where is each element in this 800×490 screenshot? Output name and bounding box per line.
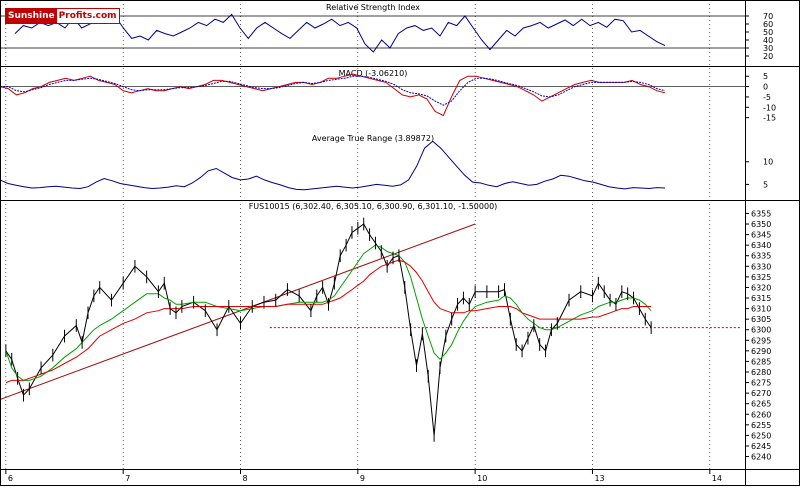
price-line xyxy=(5,223,652,436)
y-tick-label: 30 xyxy=(763,44,773,53)
x-tick-label-7: 7 xyxy=(125,474,130,483)
x-tick-label-6: 6 xyxy=(8,474,13,483)
y-tick-label: 6345 xyxy=(751,231,771,240)
logo-part-profits: Profits.com xyxy=(56,9,119,23)
y-tick-label: 60 xyxy=(763,20,773,29)
y-tick-label: 6300 xyxy=(751,326,771,335)
y-tick-label: 70 xyxy=(763,12,773,21)
trendline xyxy=(0,223,476,400)
y-tick-label: 5 xyxy=(763,180,768,189)
y-tick-label: 6290 xyxy=(751,347,771,356)
y-tick-label: 6340 xyxy=(751,241,771,250)
y-tick-label: 6245 xyxy=(751,442,771,451)
x-tick-label-10: 10 xyxy=(477,474,487,483)
x-tick-label-14: 14 xyxy=(712,474,722,483)
rsi-title: Relative Strength Index xyxy=(326,3,420,12)
y-tick-label: -5 xyxy=(763,93,771,102)
y-tick-label: 0 xyxy=(763,83,768,92)
y-tick-label: 6275 xyxy=(751,379,771,388)
y-tick-label: 20 xyxy=(763,52,773,61)
macd-panel: MACD (-3.06210) 5 0-5-10 -15 xyxy=(0,69,776,123)
x-tick-label-13: 13 xyxy=(594,474,604,483)
y-tick-label: 40 xyxy=(763,36,773,45)
y-tick-label: 6320 xyxy=(751,283,771,292)
y-tick-label: 50 xyxy=(763,28,773,37)
y-tick-label: 6240 xyxy=(751,453,771,462)
y-tick-label: 6305 xyxy=(751,315,771,324)
y-tick-label: 6355 xyxy=(751,209,771,218)
moving-average-slow xyxy=(5,259,652,384)
y-tick-label: 6285 xyxy=(751,357,771,366)
y-tick-label: 5 xyxy=(763,72,768,81)
y-tick-label: 6280 xyxy=(751,368,771,377)
macd-title: MACD (-3.06210) xyxy=(339,69,408,78)
y-tick-label: 6325 xyxy=(751,273,771,282)
moving-average-fast xyxy=(5,244,652,381)
y-tick-label: 6330 xyxy=(751,262,771,271)
y-tick-label: -15 xyxy=(763,114,776,123)
y-tick-label: 6260 xyxy=(751,410,771,419)
x-tick-label-9: 9 xyxy=(360,474,365,483)
y-tick-label: 6350 xyxy=(751,220,771,229)
y-tick-label: 6270 xyxy=(751,389,771,398)
y-tick-label: 10 xyxy=(763,158,773,167)
price-panel: FUS10015 (6,302.40, 6,305.10, 6,300.90, … xyxy=(0,202,771,462)
y-tick-label: -10 xyxy=(763,103,776,112)
x-tick-label-8: 8 xyxy=(243,474,248,483)
y-tick-label: 6250 xyxy=(751,431,771,440)
price-title: FUS10015 (6,302.40, 6,305.10, 6,300.90, … xyxy=(249,202,498,211)
sunshine-profits-logo: Sunshine Profits.com xyxy=(5,8,120,24)
y-tick-label: 6255 xyxy=(751,421,771,430)
signal-line xyxy=(0,75,666,106)
y-tick-label: 6335 xyxy=(751,252,771,261)
atr-title: Average True Range (3.89872) xyxy=(312,134,434,143)
y-tick-label: 6265 xyxy=(751,400,771,409)
y-tick-label: 6310 xyxy=(751,305,771,314)
logo-part-sunshine: Sunshine xyxy=(6,9,57,23)
y-tick-label: 6315 xyxy=(751,294,771,303)
macd-line xyxy=(0,73,666,117)
y-tick-label: 6295 xyxy=(751,336,771,345)
atr-line xyxy=(0,140,666,191)
